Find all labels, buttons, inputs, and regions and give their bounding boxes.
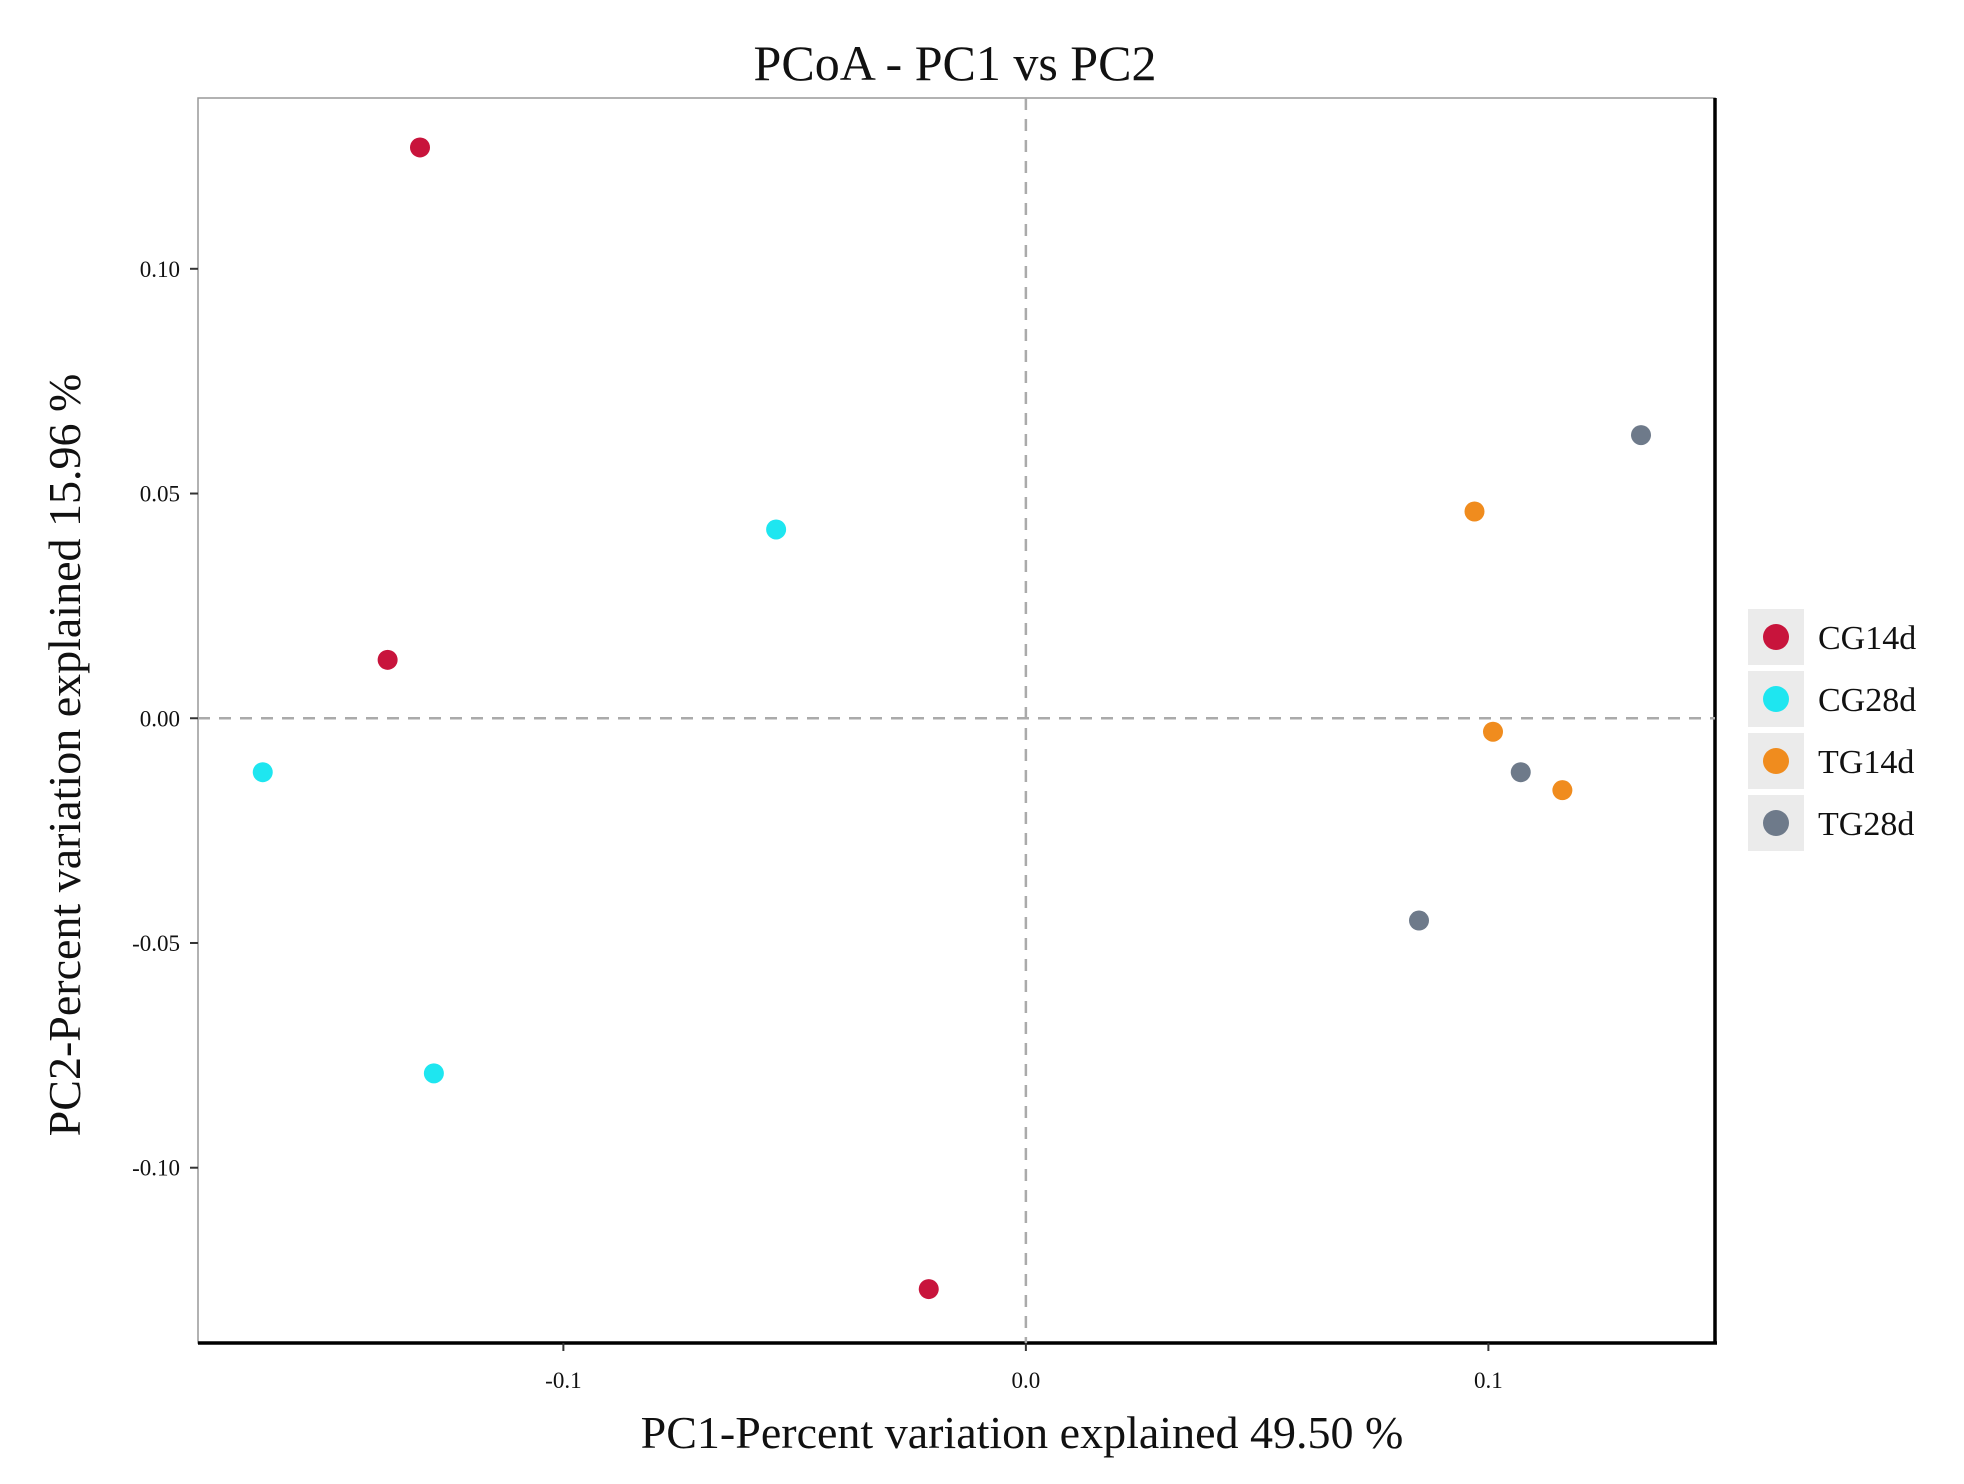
data-point-tg28d <box>1510 762 1531 783</box>
legend-key-tg14d <box>1763 748 1789 774</box>
data-point-tg28d <box>1409 910 1429 931</box>
legend-label-cg14d: CG14d <box>1818 620 1916 657</box>
legend: CG14d CG28d TG14d TG28d <box>1748 603 1960 859</box>
chart-title: PCoA - PC1 vs PC2 <box>754 35 1157 91</box>
y-axis-ticks: -0.10 -0.05 0.00 0.05 0.10 <box>132 257 198 1181</box>
y-tick-label: 0.10 <box>140 257 180 282</box>
plot-frame <box>197 97 1716 1344</box>
y-tick-label: -0.05 <box>132 931 180 956</box>
x-axis-ticks: -0.1 0.0 0.1 <box>545 1343 1503 1393</box>
x-axis-title: PC1-Percent variation explained 49.50 % <box>641 1407 1404 1458</box>
y-tick-label: 0.00 <box>140 706 180 731</box>
scatter-points <box>252 137 1651 1300</box>
y-axis-title: PC2-Percent variation explained 15.96 % <box>39 374 90 1137</box>
x-tick-label: -0.1 <box>545 1368 581 1393</box>
plot-area <box>197 97 1717 1345</box>
data-point-cg28d <box>252 762 273 783</box>
data-point-cg14d <box>410 137 430 158</box>
data-point-tg14d <box>1483 721 1503 742</box>
legend-key-cg28d <box>1763 686 1789 712</box>
legend-label-tg28d: TG28d <box>1818 806 1914 843</box>
data-point-cg28d <box>423 1063 444 1084</box>
x-tick-label: 0.1 <box>1474 1368 1503 1393</box>
y-tick-label: 0.05 <box>140 482 180 507</box>
data-point-cg14d <box>918 1279 939 1300</box>
data-point-tg14d <box>1552 780 1573 801</box>
legend-key-cg14d <box>1763 624 1789 650</box>
y-tick-label: -0.10 <box>132 1156 180 1181</box>
legend-label-cg28d: CG28d <box>1818 682 1916 719</box>
data-point-tg28d <box>1631 425 1651 446</box>
data-point-tg14d <box>1464 501 1485 522</box>
legend-key-tg28d <box>1763 810 1789 836</box>
data-point-cg28d <box>766 519 787 540</box>
x-tick-label: 0.0 <box>1012 1368 1041 1393</box>
legend-label-tg14d: TG14d <box>1818 744 1914 781</box>
data-point-cg14d <box>377 649 398 670</box>
